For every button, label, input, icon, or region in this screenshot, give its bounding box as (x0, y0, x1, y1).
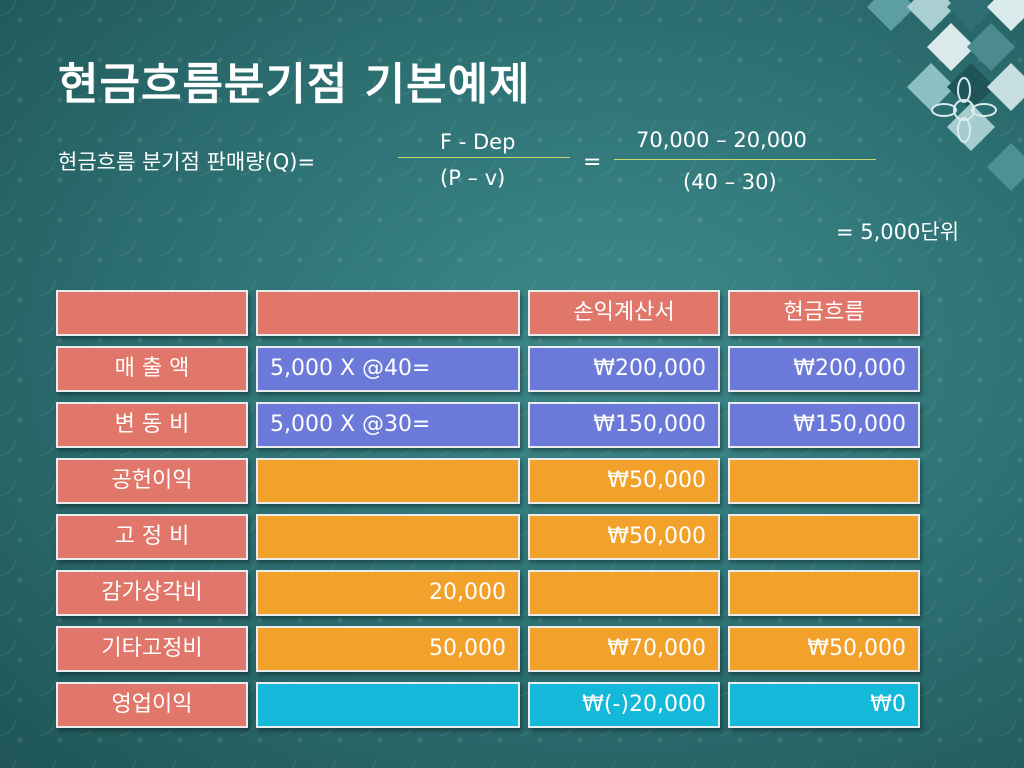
fraction1-numerator: F - Dep (440, 130, 516, 154)
flower-ornament-icon (931, 77, 997, 143)
row-calc-contribution (256, 458, 520, 504)
row-cash-operating-income: ₩0 (728, 682, 920, 728)
row-income-contribution: ₩50,000 (528, 458, 720, 504)
row-cash-depreciation (728, 570, 920, 616)
page-title: 현금흐름분기점 기본예제 (58, 59, 531, 110)
row-label-variable-cost: 변 동 비 (56, 402, 248, 448)
row-label-operating-income: 영업이익 (56, 682, 248, 728)
row-cash-other-fixed-cost: ₩50,000 (728, 626, 920, 672)
row-cash-fixed-cost (728, 514, 920, 560)
row-income-fixed-cost: ₩50,000 (528, 514, 720, 560)
row-calc-operating-income (256, 682, 520, 728)
row-income-variable-cost: ₩150,000 (528, 402, 720, 448)
fraction1-denominator: (P – v) (440, 166, 506, 190)
header-cell-calc (256, 290, 520, 336)
fraction2-denominator: (40 – 30) (683, 170, 777, 194)
header-cell-cash-flow: 현금흐름 (728, 290, 920, 336)
row-label-other-fixed-cost: 기타고정비 (56, 626, 248, 672)
formula-result: = 5,000단위 (836, 220, 960, 244)
decorative-tile-pattern (764, 0, 1024, 230)
row-cash-sales: ₩200,000 (728, 346, 920, 392)
row-income-sales: ₩200,000 (528, 346, 720, 392)
row-cash-contribution (728, 458, 920, 504)
header-cell-income-statement: 손익계산서 (528, 290, 720, 336)
row-label-depreciation: 감가상각비 (56, 570, 248, 616)
row-income-other-fixed-cost: ₩70,000 (528, 626, 720, 672)
equals-sign: = (583, 150, 602, 175)
formula-label: 현금흐름 분기점 판매량(Q)= (58, 150, 316, 174)
fraction2-divider (614, 159, 876, 160)
row-calc-depreciation: 20,000 (256, 570, 520, 616)
row-calc-other-fixed-cost: 50,000 (256, 626, 520, 672)
row-calc-variable-cost: 5,000 X @30= (256, 402, 520, 448)
header-cell-label (56, 290, 248, 336)
row-label-sales: 매 출 액 (56, 346, 248, 392)
fraction1-divider (398, 157, 570, 158)
fraction2-numerator: 70,000 – 20,000 (636, 128, 807, 152)
row-calc-sales: 5,000 X @40= (256, 346, 520, 392)
row-label-fixed-cost: 고 정 비 (56, 514, 248, 560)
row-label-contribution: 공헌이익 (56, 458, 248, 504)
row-calc-fixed-cost (256, 514, 520, 560)
row-income-operating-income: ₩(-)20,000 (528, 682, 720, 728)
row-income-depreciation (528, 570, 720, 616)
row-cash-variable-cost: ₩150,000 (728, 402, 920, 448)
